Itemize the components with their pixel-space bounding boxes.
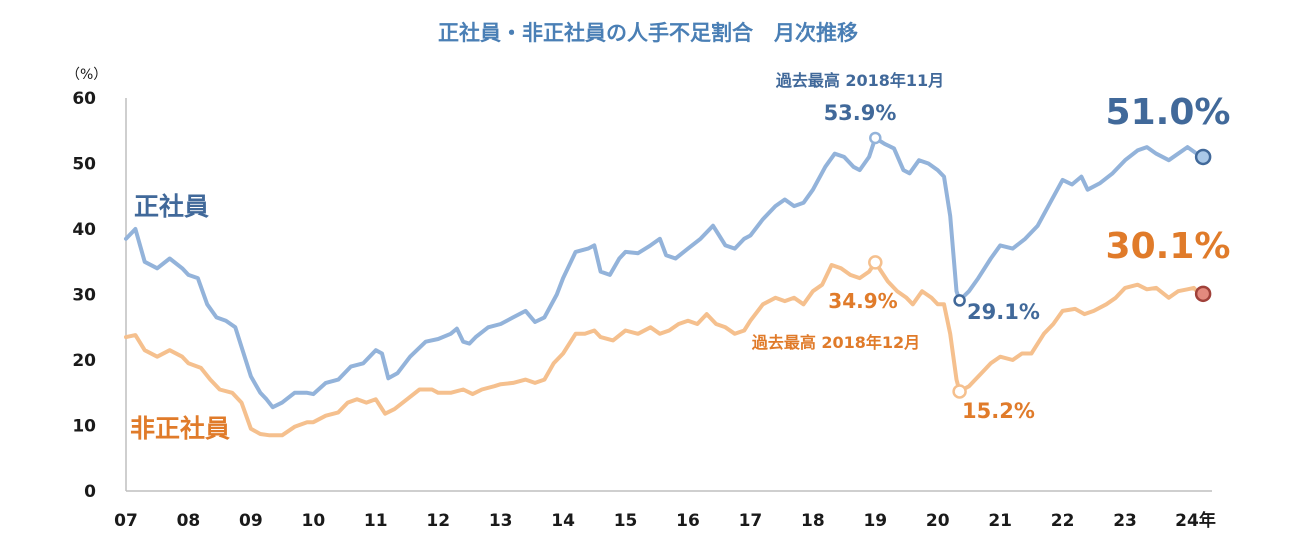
annotation-nonregular-min-value: 15.2% — [962, 399, 1035, 423]
x-tick-label: 10 — [301, 511, 325, 531]
annotation-nonregular-latest-value: 30.1% — [1106, 226, 1231, 267]
annotation-nonregular-record-value: 34.9% — [828, 289, 897, 313]
marker-regular-min — [953, 294, 966, 307]
x-tick-label: 07 — [114, 511, 138, 531]
x-tick-label: 17 — [739, 511, 763, 531]
y-tick-label: 60 — [72, 89, 96, 109]
x-tick-label: 14 — [551, 511, 575, 531]
y-tick-label: 20 — [72, 351, 96, 371]
annotation-nonregular-record-note: 過去最高 2018年12月 — [751, 333, 920, 352]
marker-regular-latest — [1194, 148, 1212, 166]
y-tick-label: 30 — [72, 286, 96, 306]
y-axis-ticks: 0 10 20 30 40 50 60 — [72, 89, 96, 502]
annotation-regular-latest-value: 51.0% — [1106, 92, 1231, 133]
x-tick-label: 20 — [926, 511, 950, 531]
annotation-regular-record-value: 53.9% — [824, 101, 897, 125]
x-tick-label: 24年 — [1175, 510, 1216, 531]
y-tick-label: 0 — [84, 482, 96, 502]
marker-nonregular-min — [952, 384, 967, 399]
x-axis-ticks: 07 08 09 10 11 12 13 14 15 16 17 18 19 20 21 22 23 24年 — [114, 510, 1216, 531]
x-tick-label: 13 — [489, 511, 513, 531]
x-tick-label: 18 — [801, 511, 825, 531]
marker-regular-record — [869, 131, 882, 145]
x-tick-label: 11 — [364, 511, 388, 531]
series-line-regular — [124, 136, 1206, 410]
x-tick-label: 21 — [988, 511, 1012, 531]
y-tick-label: 50 — [72, 155, 96, 175]
x-tick-label: 15 — [614, 511, 638, 531]
annotation-regular-min-value: 29.1% — [967, 300, 1040, 324]
x-tick-label: 09 — [239, 511, 263, 531]
chart-title: 正社員・非正社員の人手不足割合 月次推移 — [438, 21, 858, 45]
annotation-regular-record-note: 過去最高 2018年11月 — [775, 71, 944, 90]
x-tick-label: 23 — [1113, 511, 1137, 531]
legend-regular: 正社員 — [134, 192, 209, 221]
marker-nonregular-record — [868, 255, 883, 270]
legend-nonregular: 非正社員 — [130, 414, 230, 443]
y-tick-label: 10 — [72, 417, 96, 437]
x-tick-label: 12 — [426, 511, 450, 531]
x-tick-label: 22 — [1051, 511, 1075, 531]
marker-nonregular-latest — [1194, 285, 1212, 303]
series-line-nonregular — [124, 260, 1206, 438]
x-tick-label: 16 — [676, 511, 700, 531]
x-tick-label: 08 — [177, 511, 201, 531]
x-tick-label: 19 — [863, 511, 887, 531]
y-axis-unit: （%） — [66, 67, 107, 83]
y-tick-label: 40 — [72, 220, 96, 240]
